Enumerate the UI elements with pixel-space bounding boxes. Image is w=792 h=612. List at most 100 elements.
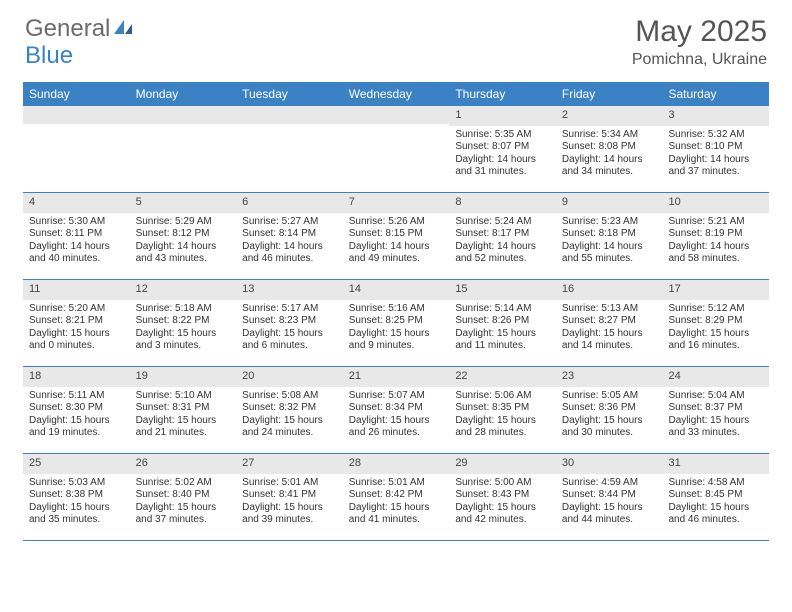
sunrise-text: Sunrise: 5:06 AM (455, 390, 550, 403)
day-number: 19 (130, 367, 237, 387)
day-number: 12 (130, 280, 237, 300)
day-number (236, 106, 343, 124)
day-header-sat: Saturday (662, 82, 769, 106)
day-cell: 13Sunrise: 5:17 AMSunset: 8:23 PMDayligh… (236, 280, 343, 366)
daylight2-text: and 37 minutes. (668, 166, 763, 179)
day-body: Sunrise: 5:05 AMSunset: 8:36 PMDaylight:… (556, 387, 663, 444)
daylight2-text: and 39 minutes. (242, 514, 337, 527)
day-number: 6 (236, 193, 343, 213)
daylight1-text: Daylight: 15 hours (242, 502, 337, 515)
day-body: Sunrise: 5:21 AMSunset: 8:19 PMDaylight:… (662, 213, 769, 270)
sunset-text: Sunset: 8:32 PM (242, 402, 337, 415)
daylight2-text: and 26 minutes. (349, 427, 444, 440)
day-cell (23, 106, 130, 192)
day-cell: 18Sunrise: 5:11 AMSunset: 8:30 PMDayligh… (23, 367, 130, 453)
logo-text-gray: General (25, 15, 110, 43)
daylight2-text: and 16 minutes. (668, 340, 763, 353)
day-cell: 14Sunrise: 5:16 AMSunset: 8:25 PMDayligh… (343, 280, 450, 366)
sunset-text: Sunset: 8:21 PM (29, 315, 124, 328)
logo-sail-icon (112, 18, 134, 41)
daylight1-text: Daylight: 14 hours (562, 241, 657, 254)
daylight2-text: and 55 minutes. (562, 253, 657, 266)
day-cell: 21Sunrise: 5:07 AMSunset: 8:34 PMDayligh… (343, 367, 450, 453)
daylight1-text: Daylight: 15 hours (29, 502, 124, 515)
day-cell: 9Sunrise: 5:23 AMSunset: 8:18 PMDaylight… (556, 193, 663, 279)
day-body: Sunrise: 5:13 AMSunset: 8:27 PMDaylight:… (556, 300, 663, 357)
sunset-text: Sunset: 8:10 PM (668, 141, 763, 154)
daylight1-text: Daylight: 15 hours (668, 328, 763, 341)
day-number: 1 (449, 106, 556, 126)
sunrise-text: Sunrise: 5:02 AM (136, 477, 231, 490)
day-body: Sunrise: 5:11 AMSunset: 8:30 PMDaylight:… (23, 387, 130, 444)
day-cell: 8Sunrise: 5:24 AMSunset: 8:17 PMDaylight… (449, 193, 556, 279)
day-cell: 17Sunrise: 5:12 AMSunset: 8:29 PMDayligh… (662, 280, 769, 366)
sunrise-text: Sunrise: 5:26 AM (349, 216, 444, 229)
sunrise-text: Sunrise: 5:01 AM (349, 477, 444, 490)
sunrise-text: Sunrise: 4:59 AM (562, 477, 657, 490)
daylight2-text: and 6 minutes. (242, 340, 337, 353)
daylight1-text: Daylight: 14 hours (455, 241, 550, 254)
sunset-text: Sunset: 8:27 PM (562, 315, 657, 328)
sunrise-text: Sunrise: 5:07 AM (349, 390, 444, 403)
day-body: Sunrise: 5:14 AMSunset: 8:26 PMDaylight:… (449, 300, 556, 357)
day-body: Sunrise: 5:34 AMSunset: 8:08 PMDaylight:… (556, 126, 663, 183)
day-number: 10 (662, 193, 769, 213)
day-cell (236, 106, 343, 192)
daylight1-text: Daylight: 15 hours (562, 502, 657, 515)
sunset-text: Sunset: 8:44 PM (562, 489, 657, 502)
daylight2-text: and 30 minutes. (562, 427, 657, 440)
daylight1-text: Daylight: 15 hours (349, 328, 444, 341)
day-number: 7 (343, 193, 450, 213)
sunrise-text: Sunrise: 5:08 AM (242, 390, 337, 403)
sunset-text: Sunset: 8:37 PM (668, 402, 763, 415)
daylight2-text: and 21 minutes. (136, 427, 231, 440)
day-cell: 23Sunrise: 5:05 AMSunset: 8:36 PMDayligh… (556, 367, 663, 453)
daylight2-text: and 41 minutes. (349, 514, 444, 527)
daylight2-text: and 28 minutes. (455, 427, 550, 440)
day-number: 18 (23, 367, 130, 387)
day-body: Sunrise: 5:27 AMSunset: 8:14 PMDaylight:… (236, 213, 343, 270)
day-number: 27 (236, 454, 343, 474)
daylight2-text: and 43 minutes. (136, 253, 231, 266)
day-body: Sunrise: 4:59 AMSunset: 8:44 PMDaylight:… (556, 474, 663, 531)
sunrise-text: Sunrise: 5:04 AM (668, 390, 763, 403)
sunrise-text: Sunrise: 5:17 AM (242, 303, 337, 316)
sunrise-text: Sunrise: 5:30 AM (29, 216, 124, 229)
day-body: Sunrise: 5:23 AMSunset: 8:18 PMDaylight:… (556, 213, 663, 270)
week-row: 18Sunrise: 5:11 AMSunset: 8:30 PMDayligh… (23, 367, 769, 454)
day-header-tue: Tuesday (236, 82, 343, 106)
week-row: 11Sunrise: 5:20 AMSunset: 8:21 PMDayligh… (23, 280, 769, 367)
day-body: Sunrise: 5:04 AMSunset: 8:37 PMDaylight:… (662, 387, 769, 444)
day-body: Sunrise: 5:01 AMSunset: 8:41 PMDaylight:… (236, 474, 343, 531)
sunset-text: Sunset: 8:12 PM (136, 228, 231, 241)
daylight1-text: Daylight: 15 hours (29, 415, 124, 428)
daylight1-text: Daylight: 15 hours (242, 328, 337, 341)
sunrise-text: Sunrise: 5:05 AM (562, 390, 657, 403)
daylight2-text: and 37 minutes. (136, 514, 231, 527)
day-cell: 25Sunrise: 5:03 AMSunset: 8:38 PMDayligh… (23, 454, 130, 540)
daylight2-text: and 24 minutes. (242, 427, 337, 440)
sunrise-text: Sunrise: 5:18 AM (136, 303, 231, 316)
daylight2-text: and 49 minutes. (349, 253, 444, 266)
sunset-text: Sunset: 8:35 PM (455, 402, 550, 415)
day-cell: 3Sunrise: 5:32 AMSunset: 8:10 PMDaylight… (662, 106, 769, 192)
title-block: May 2025 Pomichna, Ukraine (632, 15, 767, 69)
daylight1-text: Daylight: 14 hours (242, 241, 337, 254)
daylight1-text: Daylight: 15 hours (349, 502, 444, 515)
sunrise-text: Sunrise: 5:23 AM (562, 216, 657, 229)
sunrise-text: Sunrise: 5:12 AM (668, 303, 763, 316)
day-number: 13 (236, 280, 343, 300)
sunrise-text: Sunrise: 5:24 AM (455, 216, 550, 229)
daylight1-text: Daylight: 14 hours (562, 154, 657, 167)
sunset-text: Sunset: 8:11 PM (29, 228, 124, 241)
daylight2-text: and 9 minutes. (349, 340, 444, 353)
sunrise-text: Sunrise: 5:29 AM (136, 216, 231, 229)
day-body: Sunrise: 5:02 AMSunset: 8:40 PMDaylight:… (130, 474, 237, 531)
daylight2-text: and 42 minutes. (455, 514, 550, 527)
day-body: Sunrise: 5:00 AMSunset: 8:43 PMDaylight:… (449, 474, 556, 531)
day-body: Sunrise: 5:01 AMSunset: 8:42 PMDaylight:… (343, 474, 450, 531)
sunset-text: Sunset: 8:19 PM (668, 228, 763, 241)
sunset-text: Sunset: 8:22 PM (136, 315, 231, 328)
daylight1-text: Daylight: 15 hours (29, 328, 124, 341)
day-cell: 29Sunrise: 5:00 AMSunset: 8:43 PMDayligh… (449, 454, 556, 540)
